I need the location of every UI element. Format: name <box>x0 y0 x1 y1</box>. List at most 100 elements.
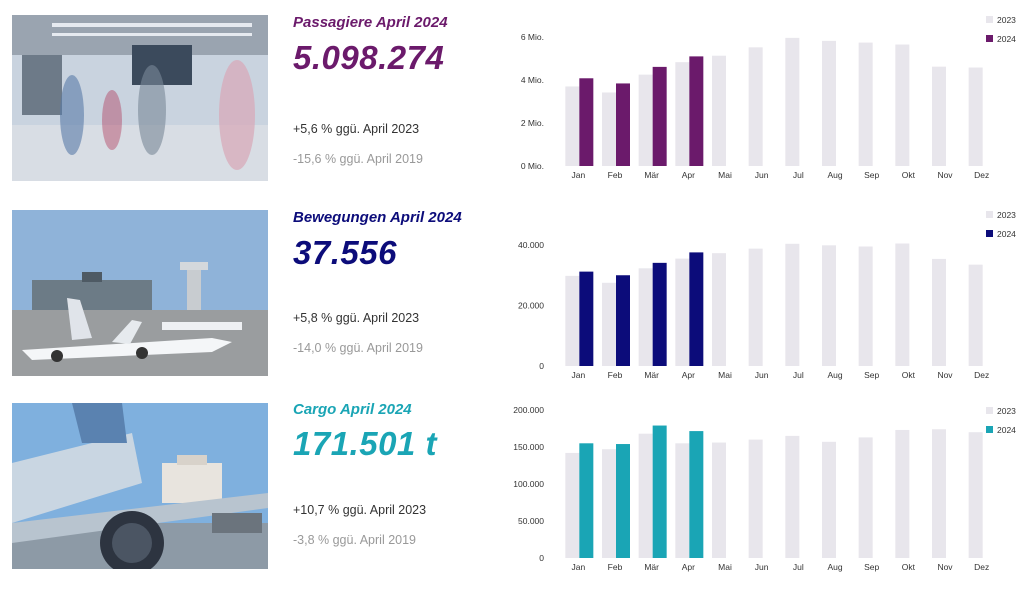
y-tick-label: 0 Mio. <box>521 161 544 171</box>
y-tick-label: 50.000 <box>518 516 544 526</box>
comparison-previous-year: +5,8 % ggü. April 2023 <box>293 311 420 325</box>
legend-label: 2024 <box>997 34 1016 44</box>
bar-2024-Apr <box>689 56 704 166</box>
x-tick-label: Nov <box>937 562 953 572</box>
kpi-title: Bewegungen April 2024 <box>293 209 462 226</box>
bar-2023-Apr <box>675 62 690 166</box>
x-tick-label: Jan <box>571 370 585 380</box>
legend-swatch <box>986 407 993 414</box>
airplane-apron-photo <box>12 210 268 376</box>
x-tick-label: Jun <box>755 170 769 180</box>
x-tick-label: Feb <box>608 370 623 380</box>
cargo-loading-photo <box>12 403 268 569</box>
bar-2023-Feb <box>602 282 616 366</box>
y-tick-label: 20.000 <box>518 301 544 311</box>
legend-swatch <box>986 426 993 433</box>
kpi-title: Passagiere April 2024 <box>293 14 448 31</box>
x-tick-label: Nov <box>937 170 953 180</box>
bar-2024-Jan <box>579 443 594 558</box>
bar-2024-Feb <box>616 275 630 366</box>
kpi-title: Cargo April 2024 <box>293 401 412 418</box>
bar-2023-Mai <box>712 253 726 366</box>
x-tick-label: Dez <box>974 562 989 572</box>
bar-2023-Jun <box>748 248 763 366</box>
x-tick-label: Mai <box>718 370 732 380</box>
x-tick-label: Apr <box>682 370 695 380</box>
x-tick-label: Jun <box>755 562 769 572</box>
legend-label: 2024 <box>997 229 1016 239</box>
bar-2023-Feb <box>602 92 616 166</box>
y-tick-label: 200.000 <box>513 405 544 415</box>
legend-swatch <box>986 16 993 23</box>
x-tick-label: Apr <box>682 170 695 180</box>
bar-2024-Jan <box>579 78 594 166</box>
comparison-2019: -14,0 % ggü. April 2019 <box>293 341 423 355</box>
bar-2023-Jun <box>748 439 763 558</box>
bar-2023-Mär <box>638 74 653 166</box>
comparison-previous-year: +5,6 % ggü. April 2023 <box>293 122 420 136</box>
x-tick-label: Aug <box>827 370 842 380</box>
bar-2024-Feb <box>616 444 630 558</box>
x-tick-label: Nov <box>937 370 953 380</box>
x-tick-label: Dez <box>974 370 989 380</box>
bar-2023-Mai <box>712 55 726 166</box>
bar-2023-Jan <box>565 275 580 366</box>
legend-label: 2023 <box>997 406 1016 416</box>
x-tick-label: Sep <box>864 562 879 572</box>
legend-label: 2023 <box>997 210 1016 220</box>
bar-2023-Dez <box>968 264 983 366</box>
legend-swatch <box>986 211 993 218</box>
legend-label: 2023 <box>997 15 1016 25</box>
x-tick-label: Jul <box>793 562 804 572</box>
bar-2023-Jul <box>785 243 800 366</box>
cargo-bar-chart: 0 50.000 100.000 150.000 200.000 Jan Feb Mär Apr… <box>513 405 1016 572</box>
passengers-panel: Passagiere April 2024 5.098.274 +5,6 % g… <box>0 14 1024 205</box>
x-tick-label: Jan <box>571 170 585 180</box>
y-tick-label: 4 Mio. <box>521 75 544 85</box>
y-tick-label: 150.000 <box>513 442 544 452</box>
movements-panel: Bewegungen April 2024 37.556 +5,8 % ggü.… <box>0 209 1024 400</box>
bar-2023-Sep <box>858 42 873 167</box>
x-tick-label: Aug <box>827 562 842 572</box>
bar-2023-Dez <box>968 67 983 166</box>
x-tick-label: Okt <box>902 170 916 180</box>
x-tick-label: Dez <box>974 170 989 180</box>
bar-2024-Apr <box>689 252 704 366</box>
comparison-2019: -3,8 % ggü. April 2019 <box>293 533 416 547</box>
bar-2023-Mai <box>712 442 726 558</box>
bar-2024-Apr <box>689 431 704 558</box>
legend-swatch <box>986 35 993 42</box>
bar-2023-Okt <box>895 429 910 558</box>
bar-2023-Aug <box>822 40 836 166</box>
x-tick-label: Mai <box>718 562 732 572</box>
bar-2023-Nov <box>932 429 946 558</box>
bar-2023-Jul <box>785 435 800 558</box>
bar-2023-Nov <box>932 258 946 366</box>
x-tick-label: Aug <box>827 170 842 180</box>
bar-2023-Dez <box>968 432 983 558</box>
kpi-value: 171.501 t <box>293 425 437 462</box>
bar-2023-Feb <box>602 449 616 558</box>
bar-2023-Sep <box>858 437 873 558</box>
bar-2023-Jan <box>565 86 580 166</box>
bar-2023-Aug <box>822 441 836 558</box>
bar-2023-Mär <box>638 268 653 366</box>
x-tick-label: Mär <box>644 170 659 180</box>
kpi-value: 5.098.274 <box>293 39 445 76</box>
y-tick-label: 40.000 <box>518 240 544 250</box>
cargo-panel: Cargo April 2024 171.501 t +10,7 % ggü. … <box>0 401 1024 593</box>
bar-2023-Nov <box>932 66 946 166</box>
bar-2023-Mär <box>638 433 653 558</box>
x-tick-label: Feb <box>608 562 623 572</box>
x-tick-label: Mär <box>644 562 659 572</box>
x-tick-label: Sep <box>864 370 879 380</box>
bar-2024-Mär <box>652 66 667 166</box>
x-tick-label: Jun <box>755 370 769 380</box>
y-tick-label: 0 <box>539 553 544 563</box>
x-tick-label: Feb <box>608 170 623 180</box>
bar-2023-Okt <box>895 44 910 166</box>
bar-2023-Jun <box>748 47 763 166</box>
legend-swatch <box>986 230 993 237</box>
y-tick-label: 0 <box>539 361 544 371</box>
airport-terminal-photo <box>12 15 268 181</box>
